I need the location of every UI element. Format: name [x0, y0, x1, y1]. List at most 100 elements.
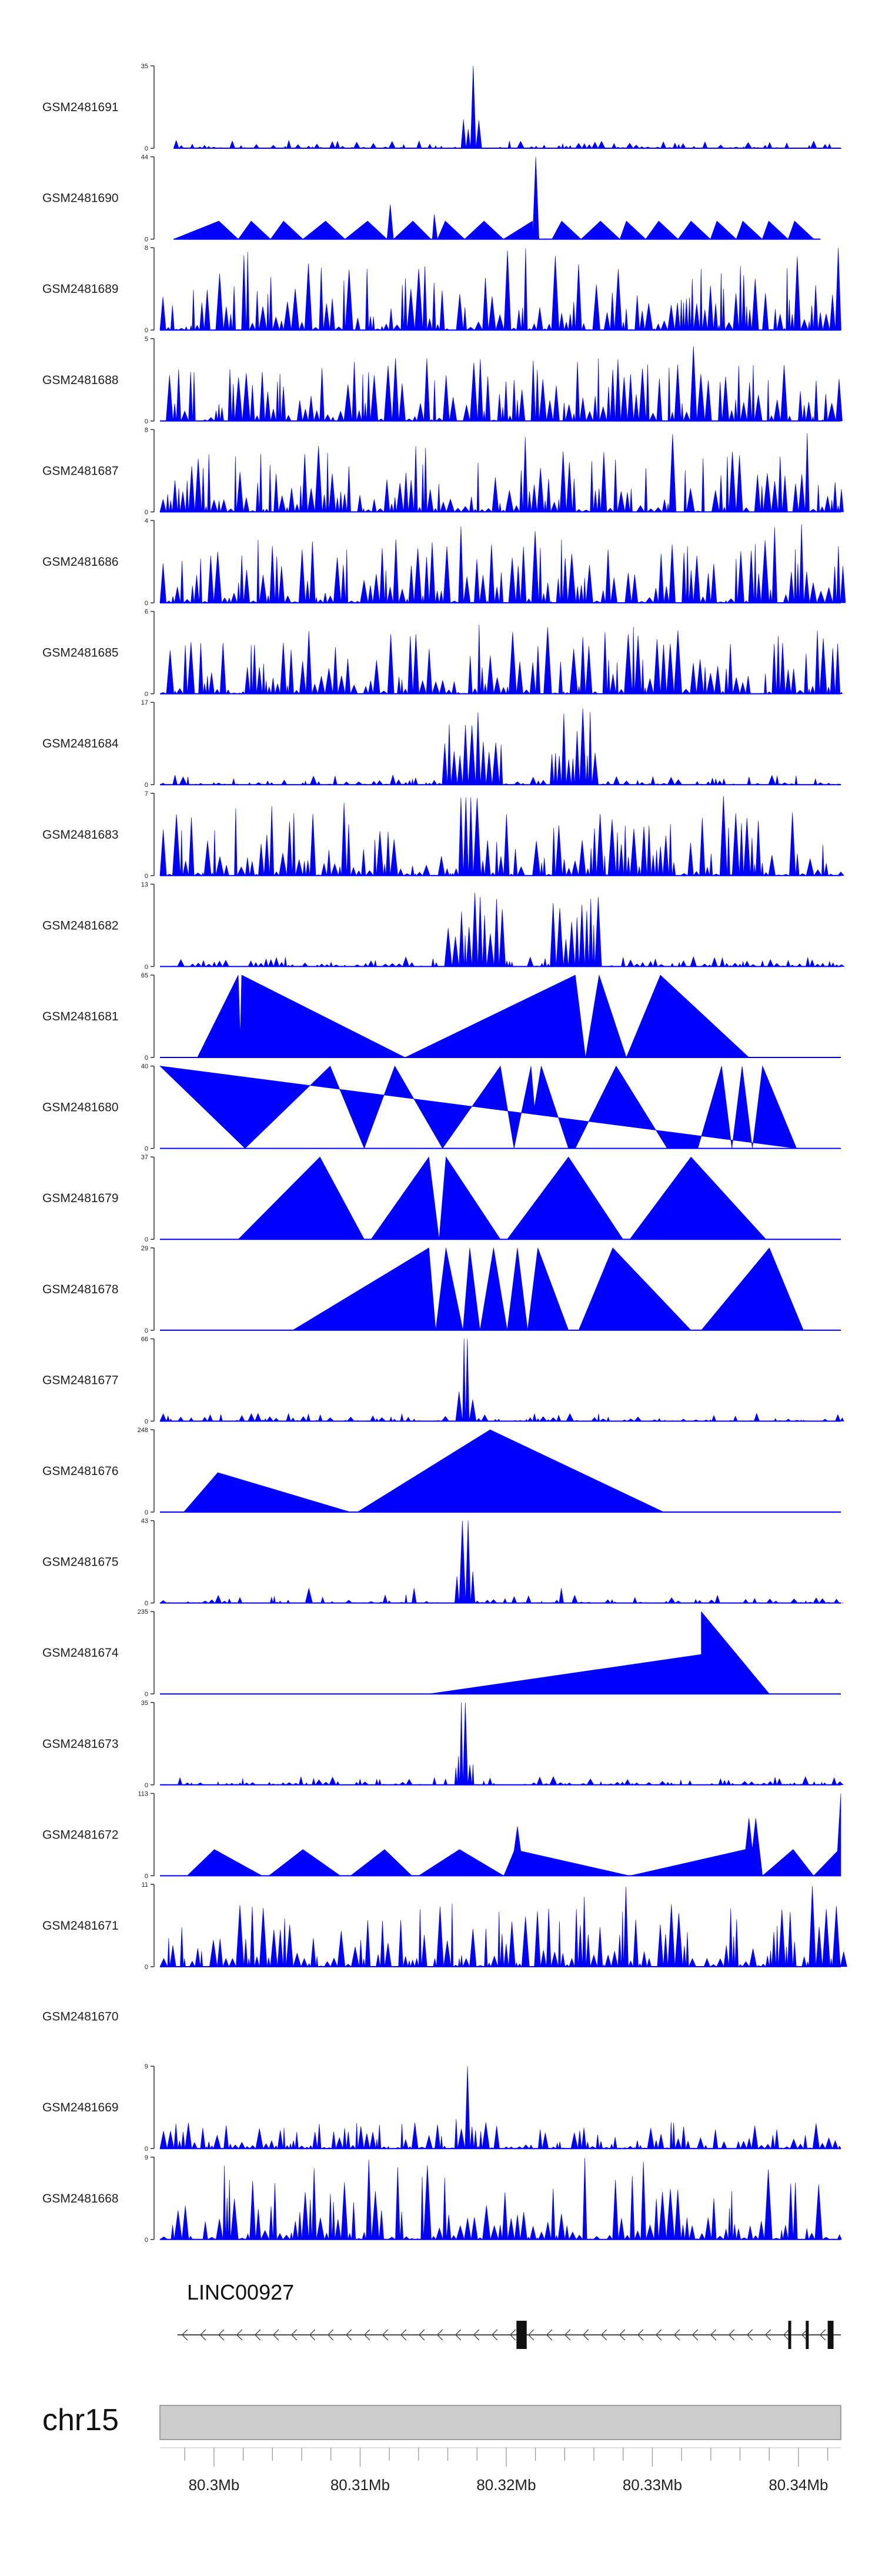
y-min-label: 0 — [145, 873, 148, 880]
track-GSM2481673: GSM2481673 35 0 — [42, 1700, 844, 1789]
track-label: GSM2481682 — [42, 919, 119, 932]
y-min-label: 0 — [145, 2145, 148, 2153]
signal-area — [159, 2158, 842, 2240]
y-min-label: 0 — [145, 509, 148, 516]
exon — [516, 2321, 527, 2349]
track-GSM2481682: GSM2481682 13 0 — [42, 881, 846, 970]
track-GSM2481681: GSM2481681 65 0 — [42, 972, 841, 1062]
signal-area — [159, 346, 843, 422]
y-max-label: 7 — [145, 790, 148, 798]
strand-arrow-icon — [546, 2329, 553, 2341]
y-max-label: 8 — [145, 245, 148, 252]
track-label: GSM2481685 — [42, 646, 119, 660]
track-label: GSM2481676 — [42, 1464, 119, 1478]
track-label: GSM2481684 — [42, 737, 119, 750]
y-max-label: 235 — [138, 1609, 148, 1616]
y-max-label: 37 — [141, 1154, 148, 1161]
y-max-label: 9 — [145, 2154, 148, 2161]
y-min-label: 0 — [145, 1600, 148, 1607]
track-label: GSM2481670 — [42, 2010, 119, 2024]
strand-arrow-icon — [710, 2329, 717, 2341]
track-GSM2481678: GSM2481678 29 0 — [42, 1245, 841, 1334]
y-min-label: 0 — [145, 1691, 148, 1698]
strand-arrow-icon — [619, 2329, 626, 2341]
y-max-label: 13 — [141, 881, 148, 888]
track-GSM2481677: GSM2481677 66 0 — [42, 1336, 844, 1425]
track-label: GSM2481677 — [42, 1373, 119, 1387]
track-GSM2481688: GSM2481688 5 0 — [42, 336, 843, 425]
y-min-label: 0 — [145, 1055, 148, 1062]
signal-area — [173, 65, 842, 149]
y-max-label: 29 — [141, 1245, 148, 1252]
y-max-label: 5 — [145, 336, 148, 343]
y-max-label: 248 — [138, 1427, 148, 1434]
y-min-label: 0 — [145, 327, 148, 334]
strand-arrow-icon — [655, 2329, 662, 2341]
gene-track: LINC00927 — [177, 2280, 841, 2349]
signal-area — [429, 1611, 770, 1694]
chromosome-label: chr15 — [42, 2403, 119, 2437]
x-tick-label: 80.3Mb — [189, 2476, 240, 2494]
exon — [788, 2321, 791, 2349]
signal-area — [159, 2066, 841, 2150]
track-GSM2481668: GSM2481668 9 0 — [42, 2154, 842, 2244]
signal-area — [159, 708, 841, 786]
track-label: GSM2481679 — [42, 1192, 119, 1205]
track-GSM2481687: GSM2481687 8 0 — [42, 426, 844, 516]
signal-area — [159, 433, 844, 513]
track-label: GSM2481673 — [42, 1737, 119, 1751]
track-GSM2481672: GSM2481672 113 0 — [42, 1790, 841, 1880]
y-max-label: 17 — [141, 699, 148, 706]
signal-area — [238, 1156, 767, 1240]
y-max-label: 44 — [141, 154, 148, 161]
y-min-label: 0 — [145, 1782, 148, 1789]
signal-area — [159, 892, 846, 967]
strand-arrow-icon — [600, 2329, 607, 2341]
strand-arrow-icon — [527, 2329, 534, 2341]
track-label: GSM2481681 — [42, 1010, 119, 1023]
track-GSM2481690: GSM2481690 44 0 — [42, 154, 821, 243]
strand-arrow-icon — [673, 2329, 680, 2341]
track-GSM2481671: GSM2481671 11 0 — [42, 1881, 847, 1971]
y-max-label: 35 — [141, 63, 148, 70]
track-label: GSM2481691 — [42, 101, 119, 114]
track-label: GSM2481668 — [42, 2192, 119, 2205]
strand-arrow-icon — [455, 2329, 462, 2341]
strand-arrow-icon — [746, 2329, 753, 2341]
strand-arrow-icon — [272, 2329, 279, 2341]
strand-arrow-icon — [382, 2329, 389, 2341]
track-label: GSM2481687 — [42, 464, 119, 478]
strand-arrow-icon — [345, 2329, 352, 2341]
strand-arrow-icon — [801, 2329, 808, 2341]
y-min-label: 0 — [145, 1327, 148, 1334]
signal-area — [159, 796, 844, 876]
strand-arrow-icon — [436, 2329, 443, 2341]
y-min-label: 0 — [145, 1236, 148, 1243]
strand-arrow-icon — [728, 2329, 735, 2341]
track-label: GSM2481683 — [42, 828, 119, 842]
y-min-label: 0 — [145, 691, 148, 698]
track-GSM2481674: GSM2481674 235 0 — [42, 1609, 841, 1698]
signal-area — [159, 1065, 797, 1149]
y-max-label: 4 — [145, 518, 148, 525]
y-min-label: 0 — [145, 963, 148, 970]
strand-arrow-icon — [509, 2329, 516, 2341]
strand-arrow-icon — [764, 2329, 771, 2341]
y-max-label: 113 — [138, 1790, 148, 1797]
track-GSM2481689: GSM2481689 8 0 — [42, 245, 841, 334]
strand-arrow-icon — [363, 2329, 370, 2341]
signal-area — [159, 524, 846, 604]
track-label: GSM2481678 — [42, 1283, 119, 1296]
y-max-label: 8 — [145, 426, 148, 433]
signal-area — [159, 1886, 847, 1968]
track-GSM2481686: GSM2481686 4 0 — [42, 518, 846, 607]
strand-arrow-icon — [491, 2329, 498, 2341]
y-max-label: 40 — [141, 1063, 148, 1070]
y-min-label: 0 — [145, 1509, 148, 1516]
y-max-label: 9 — [145, 2063, 148, 2070]
strand-arrow-icon — [218, 2329, 225, 2341]
strand-arrow-icon — [473, 2329, 480, 2341]
track-label: GSM2481671 — [42, 1919, 119, 1933]
track-label: GSM2481672 — [42, 1828, 119, 1841]
